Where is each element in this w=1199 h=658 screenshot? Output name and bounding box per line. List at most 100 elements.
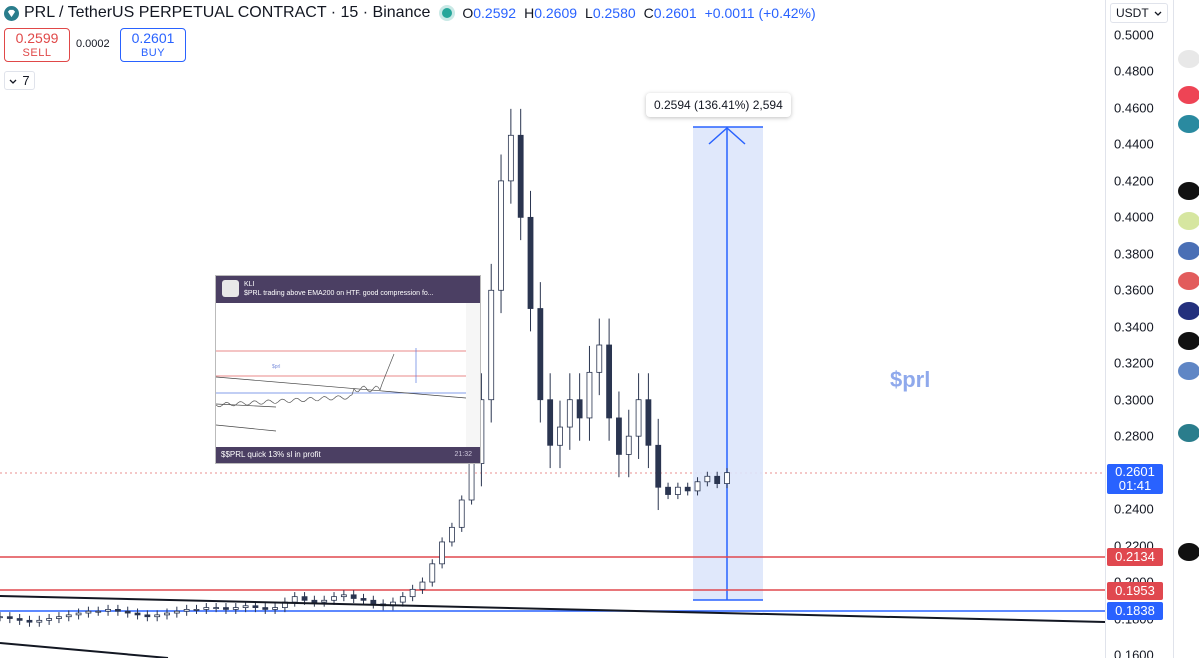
candle <box>16 618 23 621</box>
candle <box>616 417 622 455</box>
coin-icon[interactable] <box>1178 543 1199 561</box>
thumb-axis-strip <box>466 303 480 449</box>
coin-icon[interactable] <box>1178 182 1199 200</box>
candle <box>674 486 681 495</box>
candle <box>0 616 3 619</box>
candle <box>576 399 583 419</box>
candle <box>449 526 455 543</box>
candle <box>65 614 72 618</box>
candle <box>193 609 200 611</box>
right-toolbar <box>1173 0 1199 658</box>
trendline-upper[interactable] <box>0 595 1105 623</box>
high-label: H <box>524 5 535 21</box>
indicator-count: 7 <box>22 73 30 88</box>
price-axis[interactable]: USDT 0.5000 0.4800 0.4600 0.4400 0.4200 0.400… <box>1105 0 1173 658</box>
candle <box>46 618 53 621</box>
price-axis-tick: 0.3800 <box>1114 246 1154 262</box>
low-value: 0.2580 <box>592 5 636 21</box>
thumb-trendline-3 <box>216 424 277 432</box>
thumb-trendline <box>216 376 467 399</box>
coin-icon[interactable] <box>1178 362 1199 380</box>
symbol-logo-icon[interactable] <box>4 5 19 21</box>
coin-icon[interactable] <box>1178 242 1199 260</box>
candle <box>56 616 62 619</box>
embedded-post-screenshot: KLI $PRL trading above EMA200 on HTF. go… <box>215 275 481 464</box>
candle <box>606 344 613 419</box>
measure-range-box[interactable] <box>693 127 763 600</box>
coin-icon[interactable] <box>1178 332 1199 350</box>
candle <box>370 599 377 605</box>
candle <box>458 499 465 528</box>
current-price-value: 0.2601 <box>1115 464 1155 479</box>
candle <box>684 486 691 492</box>
watchlist-icon[interactable] <box>1178 50 1199 68</box>
candle-countdown: 01:41 <box>1118 478 1152 493</box>
candle <box>203 607 210 610</box>
price-axis-tick: 0.1600 <box>1114 647 1154 658</box>
price-chart[interactable] <box>0 0 1105 658</box>
open-value: 0.2592 <box>473 5 517 21</box>
candle <box>566 399 573 428</box>
ohlc-values: O0.2592 H0.2609 L0.2580 C0.2601 +0.0011 … <box>462 5 815 21</box>
currency-select-value: USDT <box>1116 6 1149 20</box>
chevron-down-icon <box>9 73 17 88</box>
price-axis-tick: 0.4000 <box>1114 209 1154 225</box>
market-status-icon[interactable] <box>442 8 453 18</box>
chart-area[interactable]: PRL / TetherUS PERPETUAL CONTRACT · 15 ·… <box>0 0 1105 658</box>
candle <box>517 134 524 218</box>
indicators-toggle-button[interactable]: 7 <box>4 71 35 90</box>
candle <box>557 426 563 446</box>
candle <box>399 596 406 603</box>
buy-button[interactable]: 0.2601 BUY <box>120 28 186 62</box>
candle <box>655 444 662 488</box>
candle <box>144 614 151 618</box>
candle <box>488 289 495 401</box>
candle <box>311 599 318 603</box>
candle <box>694 481 701 492</box>
candle <box>360 598 367 601</box>
coin-icon[interactable] <box>1178 302 1199 320</box>
candle <box>635 399 642 437</box>
price-level-label-1: 0.2134 <box>1107 548 1163 566</box>
candles-group <box>0 108 730 627</box>
chart-text-annotation[interactable]: $prl <box>890 367 931 392</box>
candle <box>409 588 416 598</box>
high-value: 0.2609 <box>534 5 578 21</box>
embedded-post-text: $PRL trading above EMA200 on HTF. good c… <box>244 290 434 297</box>
avatar <box>222 280 239 297</box>
price-axis-tick: 0.3400 <box>1114 319 1154 335</box>
candle <box>704 475 711 483</box>
coin-icon[interactable] <box>1178 115 1199 133</box>
candle <box>586 371 593 419</box>
candle <box>164 612 170 616</box>
change-value: +0.0011 (+0.42%) <box>704 5 816 21</box>
trendline-lower[interactable] <box>0 642 169 658</box>
price-level-label-2: 0.1953 <box>1107 582 1163 600</box>
candle <box>537 308 544 401</box>
candle <box>350 594 357 599</box>
currency-select[interactable]: USDT <box>1110 3 1168 23</box>
coin-icon[interactable] <box>1178 272 1199 290</box>
coin-icon[interactable] <box>1178 212 1199 230</box>
embedded-post-header: KLI $PRL trading above EMA200 on HTF. go… <box>216 276 480 303</box>
price-axis-tick: 0.2800 <box>1114 428 1154 444</box>
candle <box>6 616 13 619</box>
candle <box>223 607 229 610</box>
embedded-post-time: 21:32 <box>454 451 472 458</box>
thumb-price-line <box>216 353 395 408</box>
candle <box>429 563 436 583</box>
candle <box>213 607 220 609</box>
candle <box>154 614 161 618</box>
close-value: 0.2601 <box>653 5 697 21</box>
symbol-title[interactable]: PRL / TetherUS PERPETUAL CONTRACT · 15 ·… <box>24 4 431 21</box>
sell-button[interactable]: 0.2599 SELL <box>4 28 70 62</box>
candle <box>507 134 514 182</box>
coin-icon[interactable] <box>1178 424 1199 442</box>
alert-icon[interactable] <box>1178 86 1199 104</box>
price-axis-tick: 0.4400 <box>1114 136 1154 152</box>
candle <box>714 475 721 484</box>
candle <box>173 610 180 614</box>
spread-value: 0.0002 <box>76 38 110 50</box>
price-axis-tick: 0.3600 <box>1114 282 1154 298</box>
candle <box>114 609 121 612</box>
